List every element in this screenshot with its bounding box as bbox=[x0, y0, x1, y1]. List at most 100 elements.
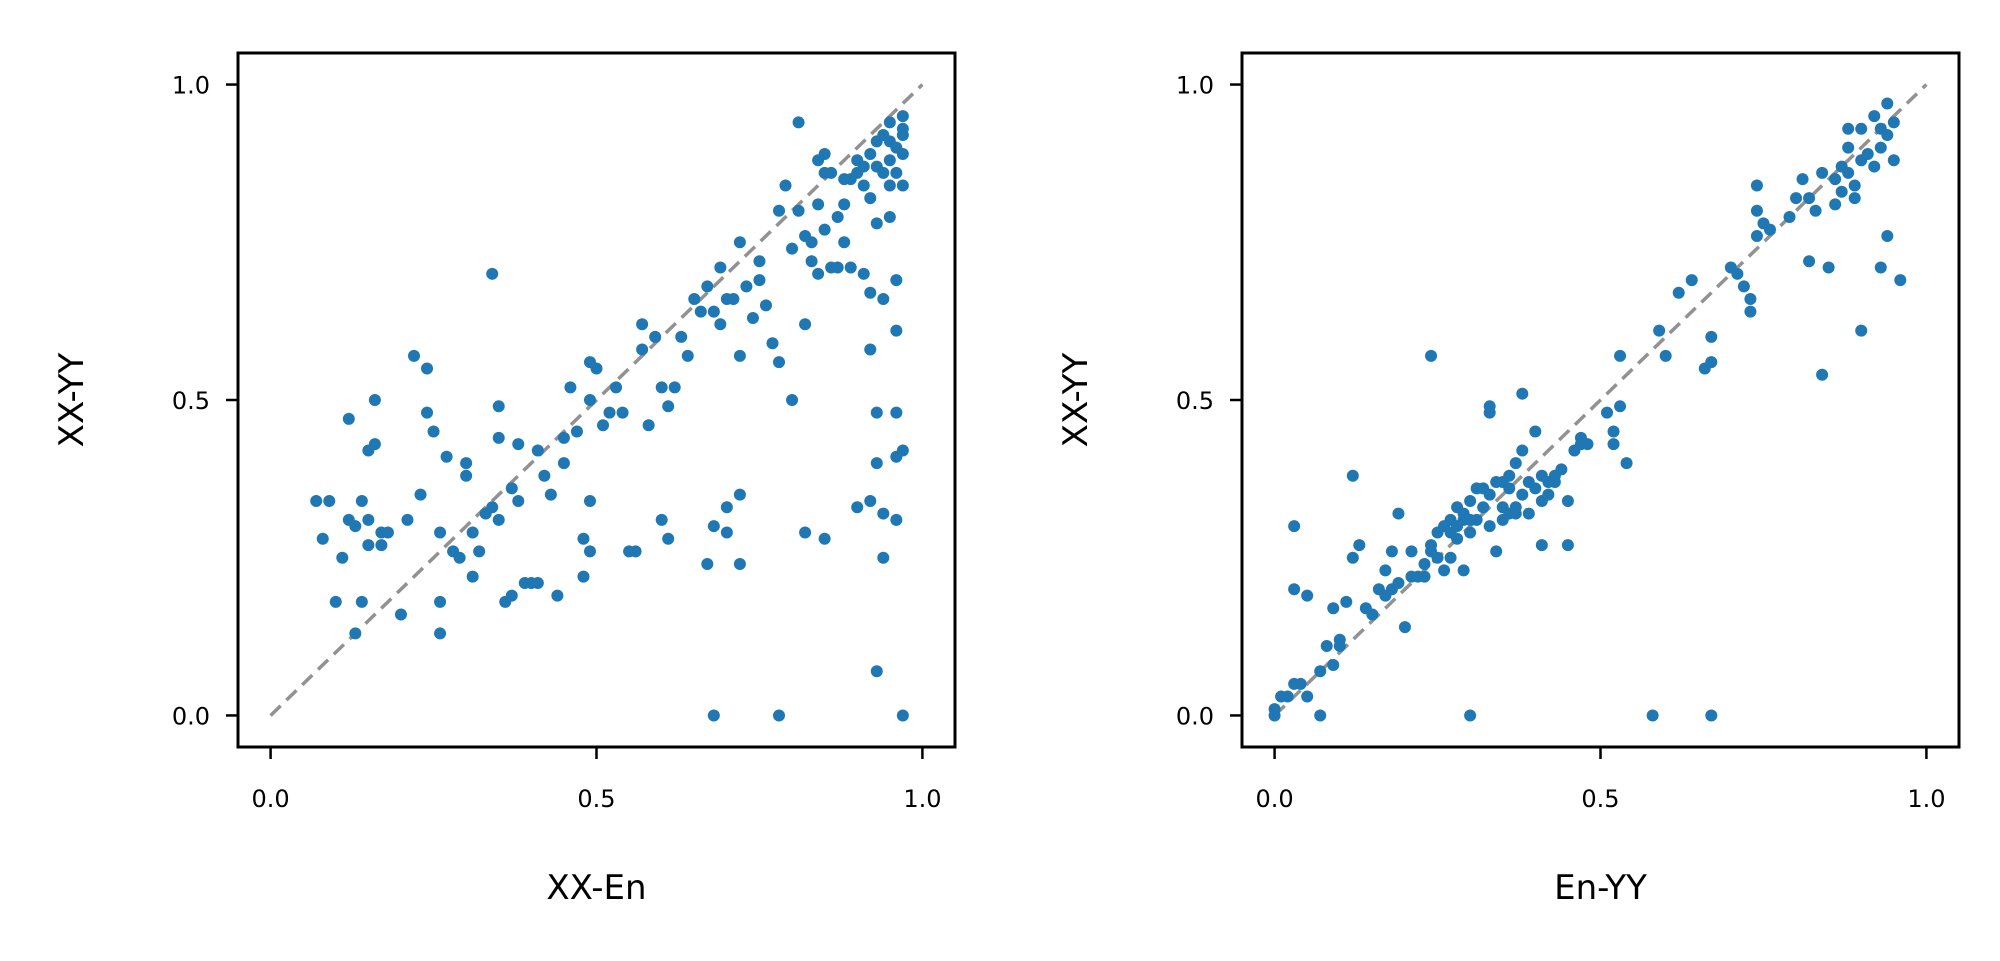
scatter-point bbox=[1385, 545, 1398, 558]
scatter-point bbox=[668, 381, 681, 394]
scatter-point bbox=[890, 406, 903, 419]
scatter-point bbox=[597, 419, 610, 432]
scatter-point bbox=[616, 406, 629, 419]
scatter-point bbox=[1744, 305, 1757, 318]
scatter-point bbox=[1366, 608, 1379, 621]
scatter-point bbox=[349, 520, 362, 533]
scatter-point bbox=[1868, 110, 1881, 123]
scatter-point bbox=[492, 513, 505, 526]
scatter-point bbox=[877, 166, 890, 179]
scatter-point bbox=[460, 469, 473, 482]
scatter-point bbox=[805, 236, 818, 249]
scatter-point bbox=[583, 545, 596, 558]
scatter-point bbox=[492, 400, 505, 413]
scatter-point bbox=[727, 293, 740, 306]
scatter-point bbox=[512, 494, 525, 507]
scatter-point bbox=[1874, 141, 1887, 154]
scatter-point bbox=[1646, 709, 1659, 722]
scatter-point bbox=[1529, 482, 1542, 495]
scatter-point bbox=[720, 526, 733, 539]
y-tick-label: 0.5 bbox=[172, 387, 210, 415]
scatter-point bbox=[1705, 330, 1718, 343]
x-axis-label: En-YY bbox=[1554, 868, 1647, 908]
scatter-point bbox=[825, 166, 838, 179]
scatter-point bbox=[421, 362, 434, 375]
scatter-point bbox=[890, 513, 903, 526]
x-tick-label: 0.5 bbox=[577, 785, 615, 813]
scatter-point bbox=[434, 595, 447, 608]
scatter-point bbox=[864, 343, 877, 356]
scatter-point bbox=[1816, 166, 1829, 179]
scatter-point bbox=[890, 274, 903, 287]
scatter-point bbox=[466, 526, 479, 539]
scatter-point bbox=[531, 576, 544, 589]
scatter-point bbox=[1822, 261, 1835, 274]
scatter-point bbox=[1431, 551, 1444, 564]
scatter-point bbox=[375, 539, 388, 552]
scatter-point bbox=[1314, 665, 1327, 678]
scatter-point bbox=[890, 166, 903, 179]
scatter-point bbox=[1855, 122, 1868, 135]
scatter-point bbox=[349, 627, 362, 640]
scatter-point bbox=[577, 570, 590, 583]
scatter-point bbox=[355, 494, 368, 507]
scatter-point bbox=[1548, 476, 1561, 489]
scatter-point bbox=[1607, 438, 1620, 451]
scatter-point bbox=[401, 513, 414, 526]
scatter-point bbox=[799, 318, 812, 331]
scatter-point bbox=[1750, 179, 1763, 192]
scatter-point bbox=[1868, 160, 1881, 173]
y-tick-label: 1.0 bbox=[172, 72, 210, 100]
scatter-point bbox=[753, 274, 766, 287]
scatter-point bbox=[786, 394, 799, 406]
scatter-point bbox=[870, 665, 883, 678]
scatter-point bbox=[896, 709, 909, 722]
scatter-point bbox=[1301, 589, 1314, 602]
scatter-point bbox=[1327, 602, 1340, 615]
scatter-point bbox=[773, 356, 786, 369]
scatter-point bbox=[1444, 551, 1457, 564]
scatter-point bbox=[1353, 539, 1366, 552]
scatter-point bbox=[786, 242, 799, 255]
scatter-point bbox=[877, 551, 890, 564]
scatter-point bbox=[551, 589, 564, 602]
scatter-point bbox=[603, 406, 616, 419]
scatter-point bbox=[1581, 438, 1594, 451]
scatter-point bbox=[434, 526, 447, 539]
scatter-point bbox=[1425, 539, 1438, 552]
scatter-point bbox=[1516, 488, 1529, 501]
scatter-point bbox=[681, 349, 694, 362]
scatter-point bbox=[883, 211, 896, 224]
scatter-point bbox=[883, 154, 896, 167]
scatter-point bbox=[538, 469, 551, 482]
scatter-point bbox=[733, 488, 746, 501]
scatter-point bbox=[1874, 261, 1887, 274]
scatter-point bbox=[316, 532, 329, 545]
scatter-point bbox=[1320, 640, 1333, 653]
scatter-point bbox=[1398, 621, 1411, 634]
scatter-point bbox=[714, 261, 727, 274]
y-axis-label: XX-YY bbox=[1056, 352, 1096, 447]
scatter-point bbox=[590, 362, 603, 375]
scatter-point bbox=[1737, 280, 1750, 293]
scatter-point bbox=[1731, 267, 1744, 280]
scatter-point bbox=[427, 425, 440, 438]
scatter-point bbox=[440, 450, 453, 463]
scatter-point bbox=[355, 595, 368, 608]
scatter-point bbox=[362, 513, 375, 526]
scatter-point bbox=[1392, 507, 1405, 520]
scatter-point bbox=[1346, 551, 1359, 564]
scatter-point bbox=[733, 558, 746, 571]
scatter-point bbox=[701, 280, 714, 293]
scatter-point bbox=[655, 381, 668, 394]
scatter-point bbox=[779, 179, 792, 192]
scatter-point bbox=[851, 501, 864, 514]
scatter-point bbox=[1848, 179, 1861, 192]
scatter-point bbox=[857, 179, 870, 192]
scatter-point bbox=[896, 444, 909, 457]
x-tick-label: 1.0 bbox=[903, 785, 941, 813]
scatter-point bbox=[368, 394, 381, 406]
scatter-point bbox=[1816, 368, 1829, 381]
scatter-point bbox=[1529, 425, 1542, 438]
scatter-point bbox=[531, 444, 544, 457]
